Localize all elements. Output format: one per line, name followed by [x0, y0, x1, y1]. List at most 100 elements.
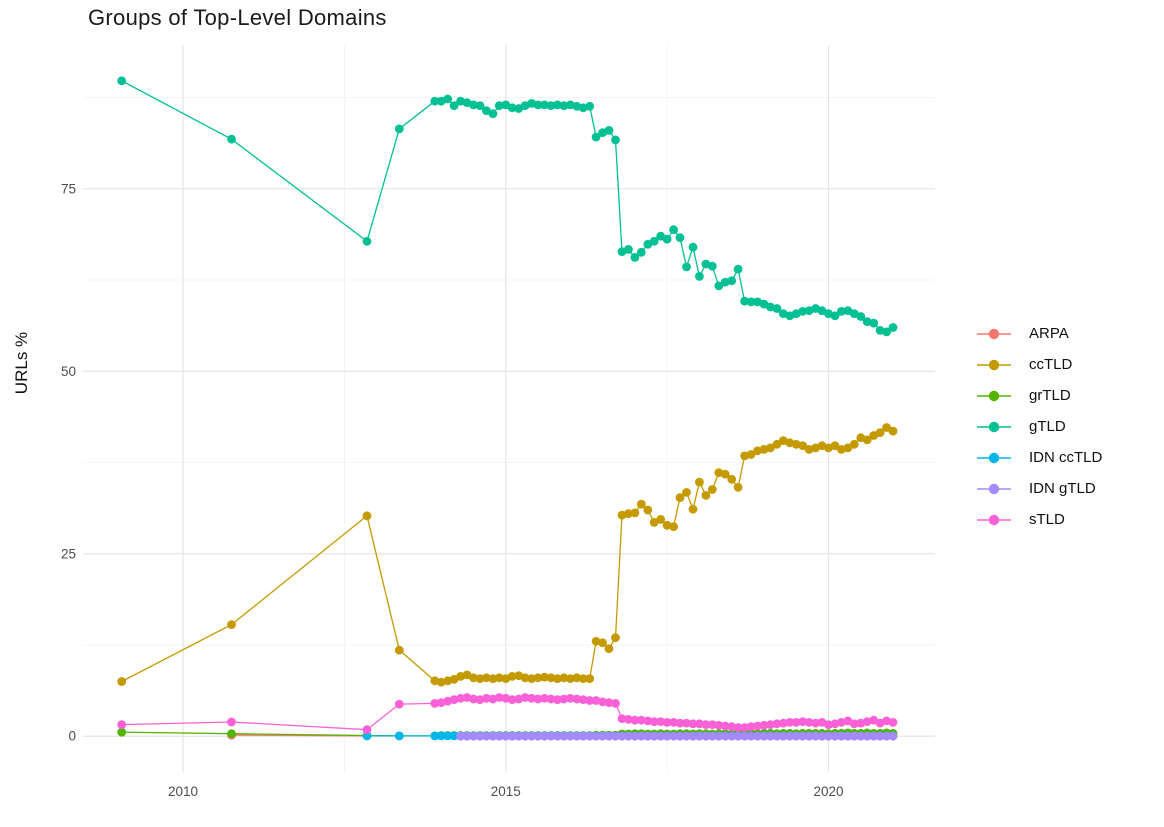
legend: ARPA ccTLD grTLD gTLD IDN ccTLD IDN gTLD sTLD [975, 318, 1102, 535]
data-point-gtld [649, 236, 659, 246]
data-point-stld [695, 719, 704, 729]
data-point-stld [527, 693, 536, 703]
data-point-cctld [882, 423, 891, 432]
data-point-idn-gtld [488, 731, 498, 741]
data-point-gtld [591, 132, 601, 142]
series-cctld [117, 423, 898, 687]
data-point-stld [469, 694, 478, 704]
data-point-stld [888, 718, 898, 727]
data-point-gtld [553, 100, 562, 110]
data-point-idn-gtld [559, 731, 569, 741]
data-point-cctld [507, 672, 517, 681]
data-point-stld [766, 720, 775, 729]
data-point-idn-gtld [662, 731, 672, 741]
data-point-stld [727, 722, 737, 732]
data-point-cctld [888, 426, 898, 436]
data-point-cctld [469, 673, 478, 683]
data-point-idn-gtld [714, 731, 724, 741]
data-point-idn-gtld [617, 731, 627, 741]
data-point-cctld [598, 638, 607, 648]
data-point-idn-gtld [882, 731, 891, 741]
data-point-stld [740, 723, 749, 732]
data-point-idn-gtld [830, 731, 840, 741]
data-point-idn-gtld [475, 731, 485, 741]
axis-tick-labels: 0 25 50 75 2010 2015 2020 [61, 181, 844, 799]
data-point-cctld [656, 515, 666, 524]
data-point-idn-gtld [520, 731, 530, 741]
data-point-stld [791, 718, 801, 727]
data-point-gtld [585, 101, 595, 111]
data-point-idn-gtld [804, 731, 814, 741]
data-point-cctld [475, 674, 485, 683]
y-tick-label: 75 [61, 181, 76, 196]
data-point-stld [656, 717, 666, 726]
y-axis-label: URLs % [12, 331, 31, 395]
data-point-gtld [837, 307, 846, 316]
data-point-stld [753, 721, 762, 731]
data-point-stld [662, 718, 672, 727]
data-point-idn-gtld [746, 731, 756, 741]
data-point-cctld [682, 488, 691, 497]
data-point-cctld [624, 509, 633, 518]
data-point-gtld [624, 245, 633, 254]
data-point-cctld [669, 522, 678, 532]
data-point-stld [824, 720, 833, 729]
data-point-cctld [688, 504, 698, 514]
data-point-stld [701, 720, 711, 729]
legend-item-gtld: gTLD [975, 411, 1102, 442]
data-point-idn-gtld [669, 731, 678, 741]
legend-item-grtld: grTLD [975, 380, 1102, 411]
data-point-grtld [227, 729, 236, 739]
data-point-idn-gtld [456, 731, 465, 741]
data-point-stld [675, 718, 685, 728]
data-point-gtld [630, 253, 640, 262]
data-point-cctld [533, 673, 543, 683]
data-point-stld [394, 699, 404, 709]
data-point-stld [540, 693, 549, 703]
data-point-idn-gtld [572, 731, 582, 741]
legend-item-stld: sTLD [975, 504, 1102, 535]
data-point-stld [456, 693, 465, 703]
data-point-stld [669, 718, 678, 727]
data-point-idn-gtld [837, 731, 846, 741]
data-point-cctld [849, 439, 859, 449]
data-point-stld [611, 699, 620, 708]
legend-key-dot [988, 359, 1000, 370]
data-point-gtld [469, 100, 478, 110]
series-idn-gtld [456, 731, 898, 741]
data-point-cctld [707, 485, 717, 494]
legend-item-idn-gtld: IDN gTLD [975, 473, 1102, 504]
data-point-stld [546, 694, 556, 704]
data-point-cctld [578, 674, 588, 683]
data-point-gtld [533, 100, 543, 110]
data-point-idn-gtld [514, 731, 524, 741]
data-point-cctld [362, 511, 372, 521]
data-point-stld [798, 717, 808, 726]
series-stld [117, 693, 898, 735]
data-point-stld [598, 697, 607, 707]
data-point-stld [643, 716, 653, 726]
legend-key-dot [988, 514, 1000, 525]
data-point-cctld [227, 620, 236, 629]
data-point-stld [507, 695, 517, 705]
data-point-idn-gtld [507, 731, 517, 741]
data-point-gtld [362, 236, 372, 246]
data-point-idn-gtld [643, 731, 653, 741]
data-point-cctld [546, 673, 556, 683]
data-point-cctld [720, 469, 730, 479]
data-point-gtld [707, 261, 717, 271]
data-point-idn-gtld [862, 731, 872, 741]
data-point-gtld [507, 103, 517, 113]
data-point-stld [565, 693, 575, 703]
data-point-idn-gtld [591, 731, 601, 741]
data-point-gtld [727, 276, 737, 286]
data-point-stld [227, 717, 236, 727]
data-point-cctld [559, 673, 569, 683]
data-point-cctld [611, 633, 620, 643]
data-point-idn-gtld [578, 731, 588, 741]
data-point-cctld [701, 491, 711, 500]
legend-item-label: gTLD [1029, 418, 1066, 435]
data-point-cctld [733, 482, 743, 492]
data-point-stld [714, 720, 724, 730]
